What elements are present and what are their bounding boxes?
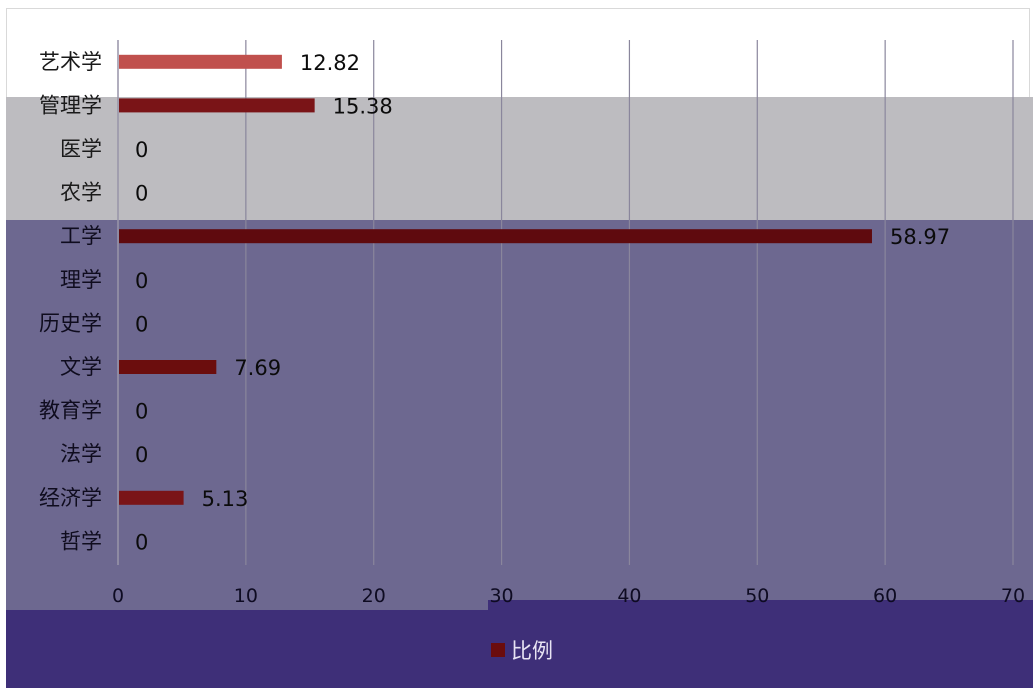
data-label: 0	[135, 138, 148, 162]
bar	[119, 229, 872, 244]
bar	[119, 54, 282, 69]
background-gray-band	[6, 97, 1033, 222]
category-label: 历史学	[39, 311, 102, 335]
category-label: 理学	[60, 268, 102, 292]
category-label: 艺术学	[39, 50, 102, 74]
data-label: 0	[135, 443, 148, 467]
data-label: 7.69	[234, 356, 281, 380]
legend: 比例	[491, 636, 553, 664]
x-tick-label: 40	[617, 585, 641, 607]
category-label: 医学	[60, 137, 102, 161]
bar	[119, 98, 315, 113]
data-label: 15.38	[333, 94, 393, 118]
x-tick-label: 0	[112, 585, 124, 607]
x-tick-label: 20	[362, 585, 386, 607]
bar	[119, 360, 217, 374]
category-label: 管理学	[39, 93, 102, 117]
x-tick-label: 70	[1001, 585, 1025, 607]
category-label: 教育学	[39, 399, 102, 423]
legend-swatch	[491, 643, 505, 657]
data-label: 0	[135, 182, 148, 206]
x-tick-label: 30	[489, 585, 513, 607]
data-label: 5.13	[202, 487, 249, 511]
data-label: 0	[135, 269, 148, 293]
category-label: 农学	[60, 181, 102, 205]
category-label: 工学	[60, 224, 102, 248]
category-label: 哲学	[60, 529, 102, 553]
category-label: 法学	[60, 442, 102, 466]
data-label: 0	[135, 400, 148, 424]
category-label: 经济学	[39, 486, 102, 510]
background-purple-band	[6, 220, 1033, 610]
x-tick-label: 10	[234, 585, 258, 607]
legend-label: 比例	[511, 639, 553, 663]
data-label: 0	[135, 312, 148, 336]
x-tick-label: 60	[873, 585, 897, 607]
background-dark-band-step	[488, 600, 1033, 612]
data-label: 58.97	[890, 225, 950, 249]
x-tick-label: 50	[745, 585, 769, 607]
category-label: 文学	[60, 355, 102, 379]
background-dark-band	[6, 610, 1033, 688]
data-label: 12.82	[300, 51, 360, 75]
bar	[119, 490, 184, 505]
data-label: 0	[135, 530, 148, 554]
